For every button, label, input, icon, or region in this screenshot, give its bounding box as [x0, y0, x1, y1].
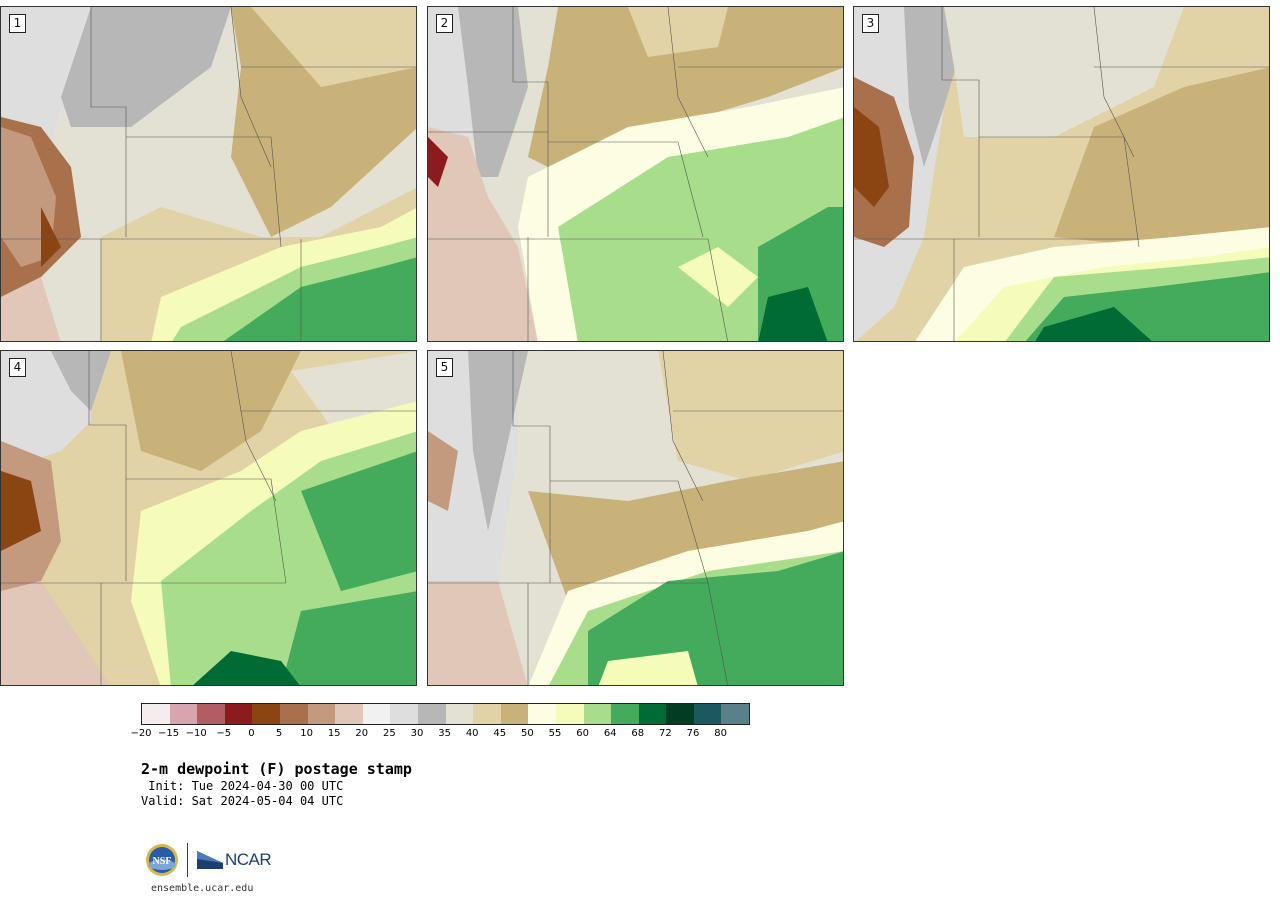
- valid-time: Valid: Sat 2024-05-04 04 UTC: [141, 794, 344, 808]
- colorbar-swatch: [666, 704, 694, 724]
- colorbar-tick-label: 64: [603, 728, 617, 739]
- colorbar-tick-label: 5: [275, 728, 283, 739]
- colorbar-swatch: [693, 704, 722, 724]
- colorbar-tick-label: −20: [130, 728, 152, 739]
- map-title: 2-m dewpoint (F) postage stamp: [141, 760, 412, 778]
- svg-text:NSF: NSF: [153, 856, 172, 867]
- colorbar-swatch: [721, 704, 750, 724]
- panel-number-2: 2: [436, 14, 453, 33]
- map-5: [428, 351, 843, 685]
- colorbar-tick-label: 40: [465, 728, 479, 739]
- colorbar-swatch: [390, 704, 418, 724]
- colorbar-swatch: [555, 704, 584, 724]
- colorbar-swatch: [224, 704, 253, 724]
- logo-row: NSF NCAR: [145, 843, 272, 877]
- panel-number-5: 5: [436, 358, 453, 377]
- forecast-map-member-2: 2: [427, 6, 844, 342]
- dewpoint-colorbar: [141, 703, 751, 725]
- logo-divider: [187, 843, 188, 877]
- colorbar-swatch: [279, 704, 308, 724]
- colorbar-tick-label: 25: [383, 728, 396, 739]
- colorbar-tick-label: −5: [216, 728, 232, 739]
- forecast-map-member-1: 1: [0, 6, 417, 342]
- panel-number-1: 1: [9, 14, 26, 33]
- colorbar-tick-label: 68: [631, 728, 645, 739]
- colorbar-tick-label: 76: [686, 728, 700, 739]
- map-2: [428, 7, 843, 341]
- map-4: [1, 351, 416, 685]
- colorbar-tick-label: 55: [548, 728, 562, 739]
- colorbar-tick-label: 50: [521, 728, 534, 739]
- colorbar-tick-label: 45: [493, 728, 507, 739]
- colorbar-swatch: [417, 704, 446, 724]
- colorbar-swatch: [500, 704, 529, 724]
- title-block: 2-m dewpoint (F) postage stamp Init: Tue…: [141, 760, 412, 809]
- map-1: [1, 7, 416, 341]
- colorbar-swatch: [197, 704, 225, 724]
- colorbar-swatch: [638, 704, 667, 724]
- colorbar-tick-labels: −20 −15 −10 −5 0 5 10 15 20 25 30 35 40 45 50 55 60 64 68 7…: [130, 728, 761, 742]
- panel-number-4: 4: [9, 358, 26, 377]
- nsf-logo: NSF: [146, 844, 178, 876]
- colorbar-tick-label: 20: [355, 728, 369, 739]
- colorbar-tick-label: 0: [248, 728, 255, 739]
- colorbar-tick-label: −15: [158, 728, 180, 739]
- colorbar-swatch: [445, 704, 474, 724]
- init-time: Init: Tue 2024-04-30 00 UTC: [141, 779, 344, 793]
- forecast-map-member-4: 4: [0, 350, 417, 686]
- colorbar-swatch: [611, 704, 639, 724]
- map-3: [854, 7, 1269, 341]
- colorbar-swatch: [252, 704, 280, 724]
- colorbar-swatch: [335, 704, 363, 724]
- colorbar-swatch: [307, 704, 336, 724]
- colorbar-swatch: [169, 704, 198, 724]
- colorbar-tick-label: 30: [410, 728, 424, 739]
- colorbar-swatch: [583, 704, 612, 724]
- colorbar-tick-label: 10: [300, 728, 313, 739]
- forecast-map-member-5: 5: [427, 350, 844, 686]
- colorbar-tick-label: −10: [185, 728, 207, 739]
- colorbar-swatch: [528, 704, 556, 724]
- colorbar-tick-label: 15: [327, 728, 341, 739]
- colorbar-swatch: [362, 704, 391, 724]
- colorbar-tick-label: 80: [714, 728, 727, 739]
- ncar-logo: NCAR: [197, 850, 272, 870]
- colorbar-swatch: [142, 704, 170, 724]
- colorbar-tick-label: 35: [438, 728, 451, 739]
- ncar-wordmark: NCAR: [225, 850, 272, 869]
- website-url: ensemble.ucar.edu: [151, 883, 254, 894]
- ncar-mark-icon: [197, 851, 223, 869]
- forecast-map-member-3: 3: [853, 6, 1270, 342]
- colorbar-tick-label: 72: [659, 728, 672, 739]
- colorbar-tick-label: 60: [576, 728, 589, 739]
- colorbar-swatch: [473, 704, 501, 724]
- panel-number-3: 3: [862, 14, 879, 33]
